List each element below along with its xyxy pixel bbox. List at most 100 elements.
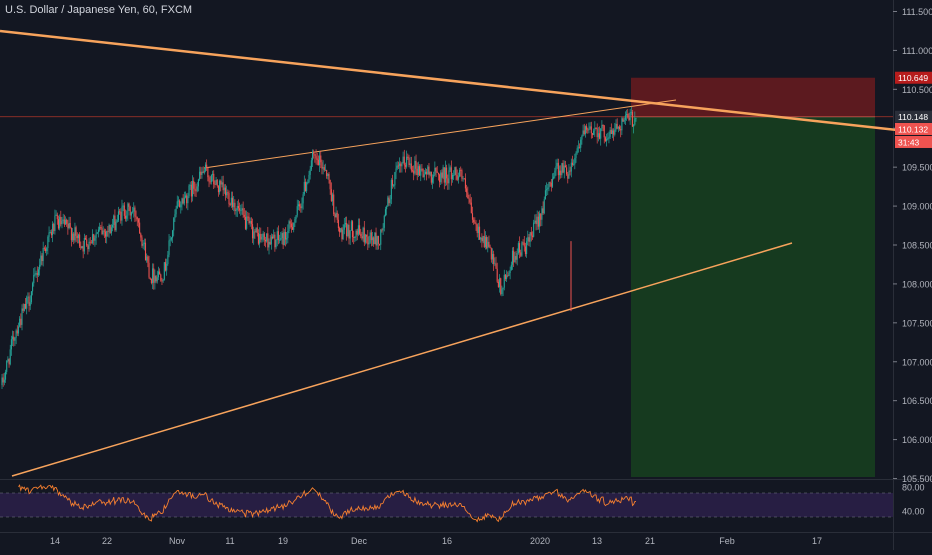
candle-body [330, 189, 332, 202]
candle-body [102, 230, 104, 235]
candle-body [73, 233, 75, 241]
candle-body [9, 349, 11, 365]
candle-body [375, 232, 377, 246]
candle-body [207, 167, 209, 178]
candle-body [44, 248, 47, 252]
candle-body [195, 190, 197, 192]
candle-body [366, 234, 368, 237]
candle-body [216, 179, 218, 186]
candle-body [474, 222, 476, 224]
candle-body [563, 165, 565, 173]
candle-body [336, 212, 338, 220]
candle-body [593, 130, 595, 135]
candle-body [371, 237, 374, 241]
candle-body [389, 199, 391, 204]
candle-body [271, 236, 274, 239]
candle-body [239, 208, 241, 211]
price-tick-label: 108.500 [902, 241, 932, 251]
time-tick-label: 11 [225, 536, 234, 546]
candle-body [614, 129, 616, 135]
candle-body [213, 173, 215, 185]
candle-body [255, 227, 257, 233]
upper-trendline [0, 29, 932, 136]
candle-body [266, 233, 268, 242]
candle-body [42, 247, 44, 262]
candle-body [219, 180, 221, 193]
candle-body [141, 237, 143, 246]
candle-body [295, 215, 297, 220]
candle-body [126, 215, 128, 219]
candle-body [64, 219, 67, 225]
candle-body [75, 227, 77, 236]
candle-body [561, 163, 563, 176]
candle-body [558, 170, 561, 176]
candle-body [523, 242, 525, 247]
candle-body [32, 283, 34, 292]
candle-body [628, 117, 630, 121]
candle-body [590, 126, 592, 134]
candle-body [177, 200, 179, 202]
candle-body [184, 195, 187, 198]
time-tick-label: 2020 [530, 536, 550, 546]
candle-body [100, 227, 102, 229]
candle-body [428, 166, 430, 175]
candle-body [110, 227, 112, 234]
candle-body [514, 256, 516, 263]
time-tick-label: 16 [442, 536, 452, 546]
stop-price-label-bg [895, 71, 932, 84]
candle-body [494, 263, 496, 265]
candle-body [83, 238, 85, 252]
candle-body [547, 187, 549, 190]
candle-body [149, 277, 151, 279]
candle-body [451, 175, 454, 180]
candle-body [144, 242, 147, 261]
candle-body [87, 245, 89, 250]
candle-body [439, 174, 441, 183]
candle-body [415, 160, 417, 169]
candle-body [635, 117, 637, 119]
candle-body [502, 287, 504, 290]
candle-body [464, 178, 466, 189]
candle-body [117, 211, 119, 221]
candle-body [613, 130, 615, 135]
candle-body [589, 126, 591, 129]
candle-body [15, 330, 17, 338]
candle-body [359, 225, 361, 234]
candle-body [168, 240, 170, 255]
candle-body [382, 227, 384, 231]
candle-body [27, 296, 29, 298]
candle-body [132, 211, 134, 213]
candle-body [427, 166, 429, 175]
candle-body [244, 216, 247, 229]
candle-body [391, 179, 394, 186]
candle-body [504, 274, 506, 279]
candle-body [150, 278, 152, 284]
candle-body [10, 339, 12, 350]
candle-body [55, 214, 57, 216]
candle-body [533, 222, 535, 237]
time-tick-label: 19 [278, 536, 288, 546]
candle-body [379, 243, 381, 245]
candle-body [68, 223, 70, 229]
candle-body [267, 233, 269, 248]
candle-body [406, 156, 408, 167]
candle-body [557, 162, 559, 176]
candle-body [623, 119, 625, 122]
candle-body [37, 269, 40, 276]
candle-body [50, 232, 52, 236]
candle-body [326, 169, 328, 177]
candle-body [540, 213, 542, 220]
candle-body [36, 273, 38, 276]
candle-body [48, 232, 50, 237]
candle-body [321, 162, 323, 169]
candle-body [471, 213, 474, 220]
candle-body [577, 147, 579, 149]
candle-body [88, 241, 90, 250]
candle-body [459, 170, 461, 177]
candle-body [501, 289, 503, 295]
candle-body [124, 215, 127, 219]
rsi-tick-label: 40.00 [902, 507, 925, 517]
candle-body [435, 167, 437, 172]
candle-body [233, 202, 235, 208]
candle-body [408, 157, 410, 165]
